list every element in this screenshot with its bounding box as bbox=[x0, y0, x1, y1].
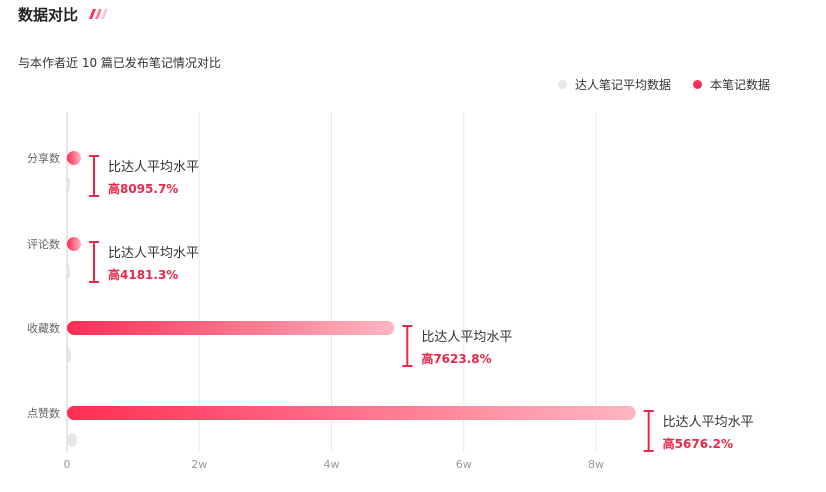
bar-current[interactable] bbox=[67, 321, 395, 335]
bar-average[interactable] bbox=[67, 178, 70, 192]
annotation-value: 高8095.7% bbox=[108, 181, 178, 196]
legend-item-average[interactable]: 达人笔记平均数据 bbox=[557, 76, 671, 93]
annotation-value: 高4181.3% bbox=[108, 267, 178, 282]
bar-average[interactable] bbox=[67, 348, 71, 362]
annotation-text: 比达人平均水平 bbox=[663, 415, 754, 430]
bar-current[interactable] bbox=[67, 151, 81, 165]
legend-label-current: 本笔记数据 bbox=[709, 78, 770, 92]
bar-average[interactable] bbox=[67, 264, 70, 278]
annotation-value: 高7623.8% bbox=[421, 351, 491, 366]
x-tick-label: 6w bbox=[456, 458, 472, 471]
x-tick-label: 0 bbox=[64, 458, 71, 471]
x-tick-label: 8w bbox=[588, 458, 604, 471]
annotation-text: 比达人平均水平 bbox=[421, 330, 512, 345]
x-tick-label: 4w bbox=[324, 458, 340, 471]
legend-dot-average bbox=[557, 80, 567, 89]
title-decoration-icon bbox=[89, 9, 108, 19]
bar-average[interactable] bbox=[67, 433, 77, 447]
legend-dot-current bbox=[692, 80, 702, 89]
legend-label-average: 达人笔记平均数据 bbox=[574, 78, 671, 92]
chart-legend: 达人笔记平均数据 本笔记数据 bbox=[557, 76, 770, 93]
page-title: 数据对比 bbox=[18, 6, 79, 24]
annotation-text: 比达人平均水平 bbox=[108, 160, 199, 175]
y-category-label: 分享数 bbox=[27, 151, 60, 165]
y-category-label: 评论数 bbox=[27, 237, 60, 251]
annotation-value: 高5676.2% bbox=[663, 436, 733, 451]
y-category-label: 点赞数 bbox=[27, 407, 60, 420]
bar-current[interactable] bbox=[67, 237, 81, 251]
bar-current[interactable] bbox=[67, 406, 636, 420]
legend-item-current[interactable]: 本笔记数据 bbox=[692, 76, 770, 93]
y-category-label: 收藏数 bbox=[27, 321, 60, 335]
chart-subtitle: 与本作者近 10 篇已发布笔记情况对比 bbox=[18, 56, 221, 70]
x-tick-label: 2w bbox=[191, 458, 207, 471]
annotation-text: 比达人平均水平 bbox=[108, 246, 199, 261]
